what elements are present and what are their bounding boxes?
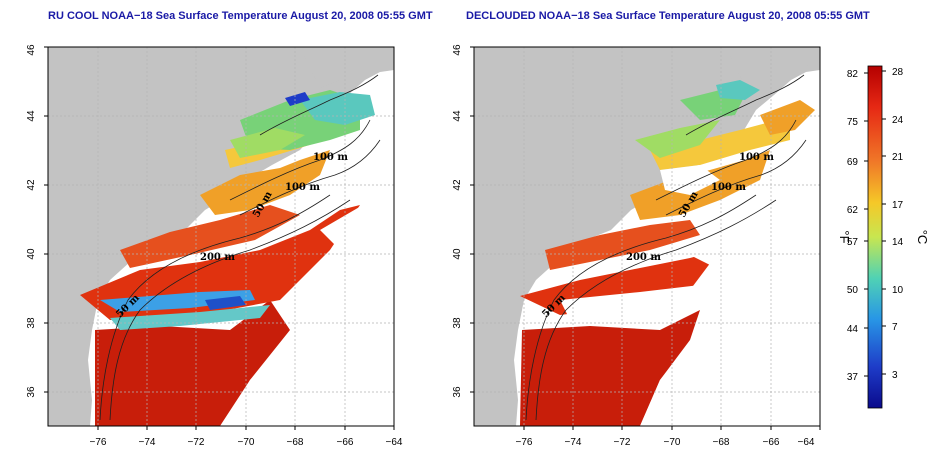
left-map-title: RU COOL NOAA−18 Sea Surface Temperature … bbox=[48, 10, 433, 22]
y-tick-label: 44 bbox=[26, 110, 37, 122]
land-mass bbox=[474, 47, 820, 426]
contour-label: 100 m bbox=[313, 152, 348, 163]
celsius-unit-label: °C bbox=[915, 230, 930, 245]
map-frame bbox=[473, 46, 821, 427]
contour-label: 200 m bbox=[626, 252, 661, 263]
left-map-panel: 100 m 100 m 50 m 200 m 50 m −76 −74 −72 … bbox=[26, 44, 403, 448]
bathymetry-contours bbox=[525, 74, 807, 421]
y-tick-label: 38 bbox=[452, 317, 463, 329]
x-tick-label: −74 bbox=[139, 437, 156, 448]
celsius-tick: 24 bbox=[892, 115, 904, 126]
x-tick-label: −64 bbox=[386, 437, 403, 448]
y-axis: 36 38 40 42 44 46 bbox=[452, 44, 474, 398]
x-tick-label: −64 bbox=[798, 437, 815, 448]
y-tick-label: 46 bbox=[26, 44, 37, 56]
y-tick-label: 42 bbox=[452, 179, 463, 191]
y-tick-label: 40 bbox=[26, 248, 37, 260]
fahrenheit-tick: 75 bbox=[847, 117, 859, 128]
contour-label: 200 m bbox=[200, 252, 235, 263]
y-tick-label: 42 bbox=[26, 179, 37, 191]
x-tick-label: −76 bbox=[516, 437, 533, 448]
x-tick-label: −66 bbox=[763, 437, 780, 448]
x-tick-label: −68 bbox=[287, 437, 304, 448]
fahrenheit-unit-label: °F bbox=[837, 230, 852, 243]
right-map-title: DECLOUDED NOAA−18 Sea Surface Temperatur… bbox=[466, 10, 870, 22]
fahrenheit-tick: 44 bbox=[847, 324, 859, 335]
x-axis: −76 −74 −72 −70 −68 −66 −64 bbox=[90, 426, 403, 448]
y-tick-label: 38 bbox=[26, 317, 37, 329]
colorbar: 82 75 69 62 57 50 44 37 28 24 21 17 14 1… bbox=[837, 65, 930, 409]
bathymetry-contours bbox=[99, 74, 381, 421]
celsius-tick: 28 bbox=[892, 67, 904, 78]
x-tick-label: −76 bbox=[90, 437, 107, 448]
fahrenheit-tick: 62 bbox=[847, 205, 859, 216]
y-axis: 36 38 40 42 44 46 bbox=[26, 44, 48, 398]
y-tick-label: 36 bbox=[452, 386, 463, 398]
contour-label: 100 m bbox=[285, 182, 320, 193]
fahrenheit-tick: 50 bbox=[847, 285, 859, 296]
y-tick-label: 36 bbox=[26, 386, 37, 398]
x-tick-label: −68 bbox=[713, 437, 730, 448]
celsius-tick: 3 bbox=[892, 370, 898, 381]
fahrenheit-tick: 37 bbox=[847, 372, 859, 383]
x-tick-label: −74 bbox=[565, 437, 582, 448]
contour-label: 100 m bbox=[739, 152, 774, 163]
x-axis: −76 −74 −72 −70 −68 −66 −64 bbox=[516, 426, 821, 448]
colorbar-gradient bbox=[867, 65, 883, 409]
y-tick-label: 40 bbox=[452, 248, 463, 260]
celsius-tick: 14 bbox=[892, 237, 904, 248]
fahrenheit-tick: 57 bbox=[847, 237, 859, 248]
land-mass bbox=[48, 47, 394, 426]
celsius-tick: 17 bbox=[892, 200, 904, 211]
x-tick-label: −72 bbox=[188, 437, 205, 448]
celsius-tick: 10 bbox=[892, 285, 904, 296]
fahrenheit-tick: 69 bbox=[847, 157, 859, 168]
celsius-tick: 7 bbox=[892, 322, 898, 333]
celsius-tick: 21 bbox=[892, 152, 904, 163]
contour-label: 100 m bbox=[711, 182, 746, 193]
sst-warm-zone bbox=[520, 310, 700, 426]
right-map-panel: 100 m 100 m 50 m 200 m 50 m −76 −74 −72 … bbox=[452, 44, 821, 448]
cloud-cover bbox=[230, 260, 394, 426]
sst-warm-zone bbox=[95, 300, 290, 426]
x-tick-label: −70 bbox=[238, 437, 255, 448]
x-tick-label: −70 bbox=[664, 437, 681, 448]
y-tick-label: 44 bbox=[452, 110, 463, 122]
x-tick-label: −66 bbox=[337, 437, 354, 448]
x-tick-label: −72 bbox=[614, 437, 631, 448]
map-frame bbox=[47, 46, 395, 427]
y-tick-label: 46 bbox=[452, 44, 463, 56]
fahrenheit-tick: 82 bbox=[847, 69, 859, 80]
cloud-cover bbox=[640, 260, 820, 426]
